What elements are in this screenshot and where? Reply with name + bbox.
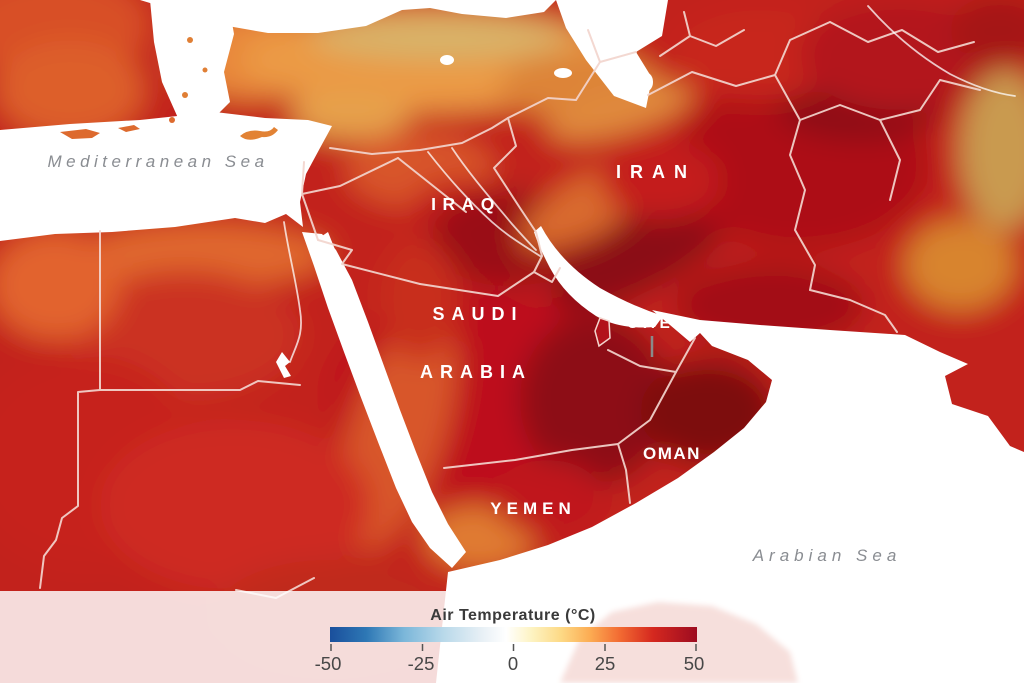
lake-van (554, 68, 572, 78)
lake-tuz (440, 55, 454, 65)
label-arabia: ARABIA (420, 362, 532, 382)
legend-tick-labels: -50 -25 0 25 50 (315, 653, 705, 674)
river-tigris (451, 147, 537, 251)
mediterranean-sea (0, 112, 332, 241)
river-amu-darya (867, 5, 1016, 97)
country-borders (39, 11, 981, 599)
crete-island (60, 129, 100, 139)
caspian-sea (556, 0, 668, 108)
aegean-sea (150, 0, 234, 124)
river-nile (283, 221, 302, 363)
red-sea (302, 232, 466, 568)
legend-colorbar (330, 627, 697, 642)
label-saudi: SAUDI (432, 304, 523, 324)
cyprus-island (240, 127, 278, 140)
label-arabian-sea: Arabian Sea (752, 546, 902, 565)
aegean-island (182, 92, 188, 98)
legend-tick-label: 0 (508, 653, 518, 674)
black-sea (140, 0, 556, 33)
aegean-island (187, 37, 193, 43)
legend: Air Temperature (°C) -50 -25 0 25 50 (0, 591, 1024, 683)
legend-tick-label: 25 (595, 653, 616, 674)
legend-tick-label: -25 (408, 653, 435, 674)
aegean-island (202, 67, 208, 73)
rivers (283, 5, 1016, 363)
lake-urmia (641, 73, 653, 91)
lake-nasser (276, 352, 291, 378)
label-iran: IRAN (616, 162, 696, 182)
label-iraq: IRAQ (431, 194, 501, 214)
legend-tick-label: -50 (315, 653, 342, 674)
label-yemen: YEMEN (490, 499, 575, 518)
arabian-sea (436, 310, 1024, 683)
aegean-island (118, 125, 140, 132)
persian-gulf (534, 226, 663, 328)
rhodes-island (169, 117, 175, 123)
map-labels: Mediterranean Sea Arabian Sea IRAQ IRAN … (47, 152, 902, 565)
gulf-of-aqaba (322, 232, 336, 262)
label-uae: UAE (627, 315, 675, 332)
qatar-peninsula (594, 317, 611, 348)
legend-tick-label: 50 (684, 653, 705, 674)
river-euphrates (427, 151, 541, 257)
label-oman: OMAN (643, 444, 701, 463)
legend-title: Air Temperature (°C) (430, 607, 595, 624)
label-mediterranean-sea: Mediterranean Sea (47, 152, 268, 171)
legend-ticks (330, 644, 697, 651)
